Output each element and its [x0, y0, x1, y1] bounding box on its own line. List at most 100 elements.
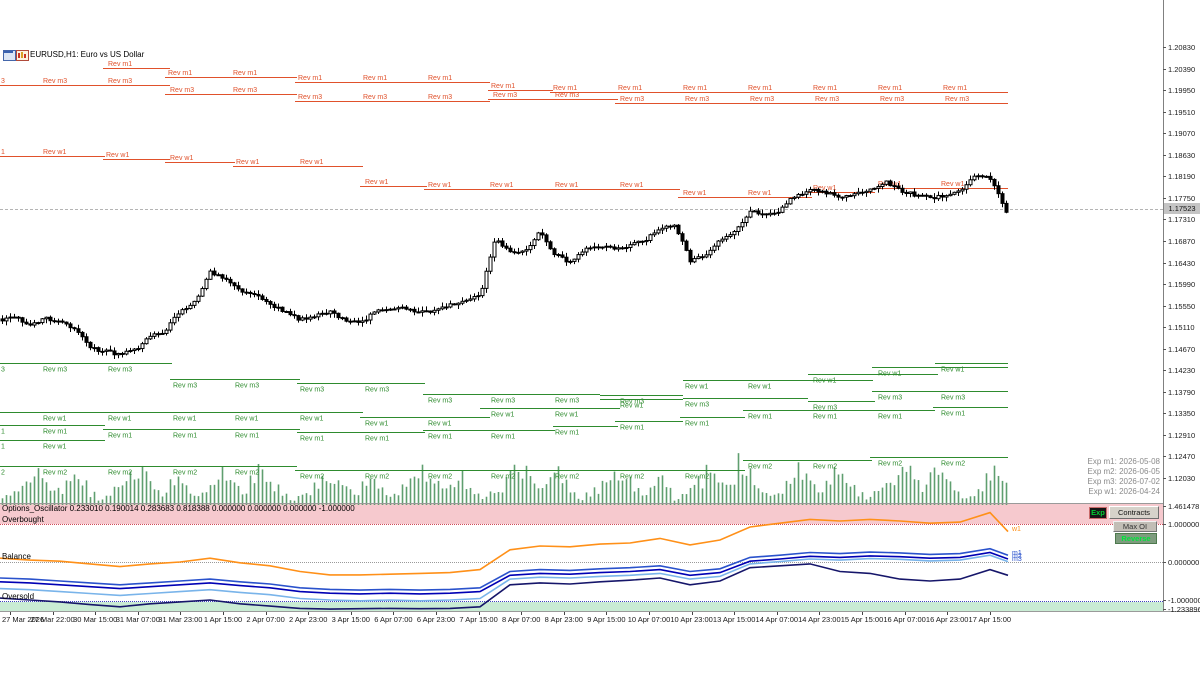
support-level-label: Rev m1 [173, 433, 197, 440]
time-axis[interactable]: 27 Mar 2026 27 Mar 22:00 30 Mar 15:00 31 Ma… [0, 612, 1200, 628]
candle-body [444, 306, 449, 309]
osc-tick-label: -1.233896 [1168, 604, 1200, 614]
candle-body [48, 316, 53, 322]
candle-body [828, 192, 833, 195]
candle-body [488, 256, 493, 272]
candle-body [408, 308, 413, 311]
price-tick-label: 1.16870 [1168, 236, 1196, 246]
volume-series [1, 453, 1008, 505]
time-tick [905, 612, 906, 615]
oscillator-line-m1[interactable] [0, 547, 1009, 591]
reverse-button[interactable]: Reverse [1115, 533, 1157, 544]
candle-body [392, 308, 397, 311]
oversold-guide-line[interactable] [0, 601, 1163, 602]
candle-body [860, 191, 865, 194]
time-tick [692, 612, 693, 615]
candle-body [756, 210, 761, 215]
candle-body [784, 203, 789, 208]
candle-body [272, 303, 277, 309]
overbought-guide-line[interactable] [0, 524, 1163, 525]
candle-body [564, 256, 569, 263]
candlestick-chart-icon [16, 50, 29, 61]
current-price-line [0, 209, 1163, 210]
price-tick-label: 1.14670 [1168, 344, 1196, 354]
resistance-level-label: Rev w1 [620, 182, 643, 189]
candle-body [68, 323, 73, 329]
candle-body [1000, 193, 1005, 204]
candle-body [368, 313, 373, 321]
oscillator-line-aux[interactable] [0, 563, 1009, 610]
oscillator-line-m3[interactable] [0, 554, 1009, 602]
candle-body [240, 288, 245, 293]
oscillator-axis[interactable]: 1.461478 1.000000 0.000000 -1.000000 -1.2338… [1163, 0, 1200, 614]
support-level-label: Rev m1 [235, 433, 259, 440]
oversold-label: Oversold [2, 592, 35, 601]
price-tick [1163, 198, 1166, 199]
candle-body [848, 195, 853, 198]
price-tick [1163, 219, 1166, 220]
candle-body [168, 322, 173, 331]
candle-body [136, 348, 141, 351]
support-level-label: 1 [1, 429, 5, 436]
candle-body [360, 320, 365, 323]
resistance-level-label: Rev m1 [813, 85, 837, 92]
candle-body [748, 210, 753, 218]
candle-body [56, 320, 61, 323]
price-axis[interactable]: 1.20830 1.20390 1.19950 1.19510 1.19070 1.186… [1163, 0, 1200, 612]
candle-body [440, 306, 445, 310]
candle-body [88, 341, 93, 349]
max-oi-button[interactable]: Max OI [1113, 521, 1157, 532]
candle-body [740, 222, 745, 228]
support-level-label: Rev m2 [365, 474, 389, 481]
candle-body [552, 248, 557, 256]
candle-body [708, 249, 713, 256]
price-tick-label: 1.20390 [1168, 64, 1196, 74]
chart-window-icon [3, 50, 16, 61]
candle-body [76, 328, 81, 333]
candle-body [752, 210, 757, 213]
time-tick [436, 612, 437, 615]
exp-button[interactable]: Exp [1089, 507, 1107, 519]
support-level-label: Rev m3 [300, 387, 324, 394]
support-level-label: 2 [1, 470, 5, 477]
balance-guide-line[interactable] [0, 562, 1163, 563]
candle-body [484, 270, 489, 289]
candle-body [28, 323, 33, 326]
oscillator-line-w1[interactable] [0, 511, 1009, 576]
chart-title: EURUSD,H1: Euro vs US Dollar [30, 50, 145, 59]
support-level-label: Rev w1 [941, 367, 964, 374]
support-level-label: Rev m2 [491, 474, 515, 481]
candle-body [84, 336, 89, 343]
candle-body [92, 347, 97, 350]
price-tick-label: 1.15990 [1168, 280, 1196, 290]
candle-body [908, 191, 913, 195]
time-axis-divider [0, 611, 1200, 612]
time-tick-label: 10 Apr 23:00 [670, 615, 713, 624]
candle-body [660, 227, 665, 231]
candle-body [300, 317, 305, 321]
contracts-button[interactable]: Contracts [1109, 506, 1159, 519]
support-level-label: Rev w1 [748, 384, 771, 391]
candle-body [312, 316, 317, 319]
candle-body [824, 190, 829, 195]
oscillator-separator[interactable] [0, 503, 1163, 504]
oscillator-line-m2[interactable] [0, 551, 1009, 595]
candle-body [428, 310, 433, 313]
candle-body [100, 350, 105, 353]
price-tick [1163, 112, 1166, 113]
candle-body [460, 300, 465, 304]
candle-body [592, 246, 597, 249]
candle-body [612, 246, 617, 250]
candle-body [152, 333, 157, 337]
candle-body [500, 240, 505, 247]
candle-body [260, 295, 265, 300]
support-level-label: Rev m1 [428, 434, 452, 441]
candle-body [980, 175, 985, 178]
candle-body [216, 274, 221, 277]
resistance-level-label: Rev m1 [428, 75, 452, 82]
candle-body [560, 254, 565, 258]
candle-body [412, 308, 417, 313]
candle-body [4, 317, 9, 322]
